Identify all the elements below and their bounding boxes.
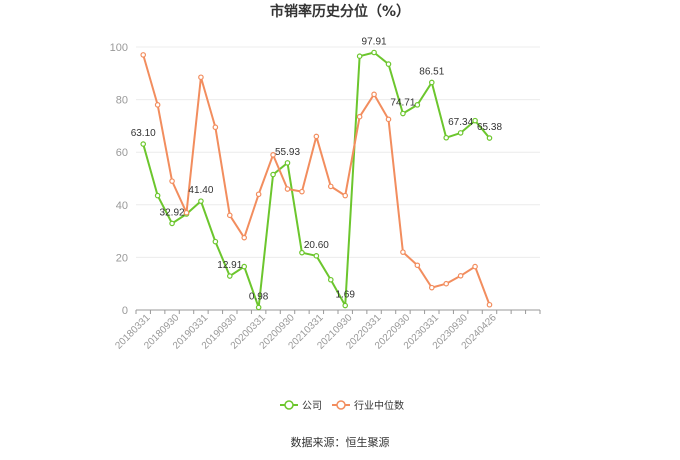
legend-item-1[interactable]: 行业中位数 xyxy=(332,399,404,412)
y-tick-label: 20 xyxy=(116,252,128,264)
data-point-series-0[interactable] xyxy=(428,79,435,86)
data-point-series-1[interactable] xyxy=(400,249,406,255)
data-label: 63.10 xyxy=(131,128,156,139)
legend-marker xyxy=(284,400,294,410)
data-point-series-1[interactable] xyxy=(183,209,190,216)
data-label: 86.51 xyxy=(419,66,444,77)
data-label: 67.34 xyxy=(448,117,473,128)
data-label: 97.91 xyxy=(362,36,387,47)
data-point-series-1[interactable] xyxy=(356,113,363,120)
data-point-series-1[interactable] xyxy=(226,212,233,219)
legend-label: 公司 xyxy=(302,401,322,412)
data-point-series-1[interactable] xyxy=(486,301,493,308)
legend-label: 行业中位数 xyxy=(354,399,404,412)
data-point-series-0[interactable] xyxy=(154,192,161,199)
data-label: 1.69 xyxy=(335,290,355,301)
y-tick-label: 40 xyxy=(116,200,128,212)
legend[interactable]: 公司 行业中位数 xyxy=(280,399,404,412)
data-point-series-1[interactable] xyxy=(428,284,435,291)
data-label: 55.93 xyxy=(275,147,300,158)
y-tick-label: 80 xyxy=(116,95,128,107)
data-point-series-0[interactable] xyxy=(457,130,464,136)
data-label: 74.71 xyxy=(390,98,415,109)
data-point-series-1[interactable] xyxy=(241,234,248,241)
y-tick-label: 60 xyxy=(116,147,128,159)
data-point-series-1[interactable] xyxy=(443,280,450,287)
legend-marker xyxy=(336,400,346,410)
axes: 0204060801002018033120180930201903312019… xyxy=(110,42,541,352)
data-point-series-0[interactable] xyxy=(212,238,219,245)
data-point-series-0[interactable] xyxy=(443,134,450,141)
data-label: 20.60 xyxy=(304,240,329,251)
data-point-series-1[interactable] xyxy=(140,52,147,58)
data-point-series-0[interactable] xyxy=(414,102,421,108)
data-point-series-0[interactable] xyxy=(169,220,175,227)
data-label: 41.40 xyxy=(188,185,213,196)
data-point-series-1[interactable] xyxy=(255,191,262,198)
data-point-series-0[interactable] xyxy=(486,135,493,141)
data-point-series-0[interactable] xyxy=(385,61,392,67)
data-point-series-0[interactable] xyxy=(371,49,377,56)
data-point-series-1[interactable] xyxy=(154,102,161,108)
grid xyxy=(136,46,540,258)
data-point-series-0[interactable] xyxy=(226,273,233,279)
series-line-1 xyxy=(142,54,491,306)
data-point-series-1[interactable] xyxy=(385,116,392,123)
y-tick-label: 100 xyxy=(110,42,128,54)
data-point-series-1[interactable] xyxy=(198,74,204,81)
legend-item-0[interactable]: 公司 xyxy=(280,400,322,412)
chart-title: 市销率历史分位（%） xyxy=(270,3,410,20)
data-label: 65.38 xyxy=(477,122,502,133)
data-point-series-0[interactable] xyxy=(198,198,204,204)
data-point-series-1[interactable] xyxy=(472,263,478,270)
data-point-series-1[interactable] xyxy=(327,183,334,190)
data-point-series-0[interactable] xyxy=(342,302,349,309)
y-tick-label: 0 xyxy=(122,305,128,317)
data-point-series-1[interactable] xyxy=(299,188,305,195)
data-point-series-0[interactable] xyxy=(255,304,262,311)
data-point-series-0[interactable] xyxy=(472,117,478,124)
series-line-0 xyxy=(142,51,491,309)
data-point-series-0[interactable] xyxy=(313,253,320,259)
data-point-series-1[interactable] xyxy=(457,273,464,279)
data-point-series-0[interactable] xyxy=(270,171,276,178)
data-label: 32.92 xyxy=(160,207,185,218)
data-label: 12.91 xyxy=(217,260,242,271)
data-point-series-1[interactable] xyxy=(313,133,320,140)
data-point-series-1[interactable] xyxy=(270,152,276,158)
data-label: 0.98 xyxy=(249,291,269,302)
data-point-series-1[interactable] xyxy=(342,192,349,199)
data-point-series-1[interactable] xyxy=(284,186,291,192)
data-source-note: 数据来源：恒生聚源 xyxy=(291,435,390,449)
data-point-series-0[interactable] xyxy=(140,141,147,147)
data-point-series-0[interactable] xyxy=(327,276,334,283)
data-point-series-0[interactable] xyxy=(356,53,363,60)
data-point-series-0[interactable] xyxy=(400,110,406,117)
data-point-series-1[interactable] xyxy=(414,262,421,269)
data-point-series-1[interactable] xyxy=(169,178,175,184)
data-point-series-0[interactable] xyxy=(284,160,291,166)
data-point-series-0[interactable] xyxy=(299,249,305,256)
data-point-series-0[interactable] xyxy=(241,263,248,270)
data-point-series-1[interactable] xyxy=(212,124,219,131)
series-layer xyxy=(140,49,493,311)
data-point-series-1[interactable] xyxy=(371,91,377,98)
